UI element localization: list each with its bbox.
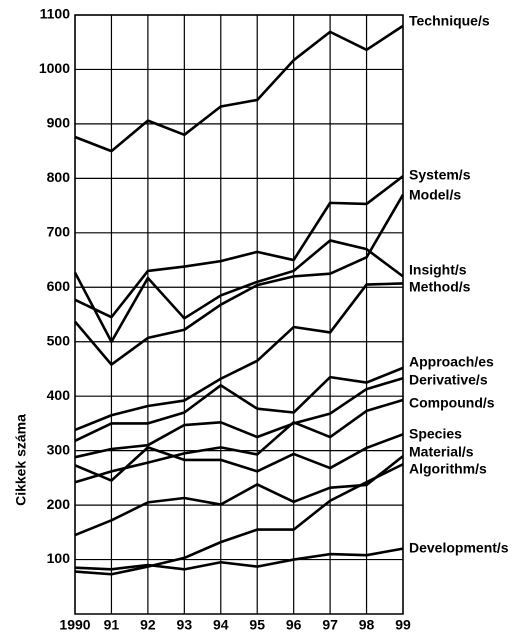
series-line [74, 194, 405, 366]
plot-frame [74, 14, 404, 615]
series-line [74, 433, 404, 482]
series-line [74, 547, 404, 571]
series-line [74, 175, 404, 319]
x-tick-label: 93 [177, 617, 193, 633]
y-tick-label: 300 [47, 441, 71, 457]
series-label: Material/s [409, 444, 474, 460]
series-label: Approach/es [409, 354, 494, 370]
y-tick-label: 700 [47, 224, 71, 240]
series-line [74, 24, 404, 153]
series-label: Species [409, 426, 462, 442]
y-tick-label: 1000 [39, 60, 70, 76]
y-tick-label: 500 [47, 332, 71, 348]
series-line [74, 376, 404, 459]
y-tick-label: 800 [47, 169, 71, 185]
x-tick-label: 1990 [59, 617, 90, 633]
series-label: Development/s [409, 540, 509, 556]
series-line [74, 463, 404, 576]
x-tick-label: 97 [322, 617, 338, 633]
series-label: Algorithm/s [409, 461, 487, 477]
x-tick-label: 96 [286, 617, 302, 633]
y-tick-label: 200 [47, 496, 71, 512]
y-tick-label: 1100 [40, 6, 71, 22]
series-label: Method/s [409, 279, 471, 295]
series-line [73, 239, 404, 344]
x-tick-label: 95 [249, 617, 265, 633]
series-label: Insight/s [409, 262, 467, 278]
series-line [74, 366, 404, 443]
series-label: System/s [409, 167, 471, 183]
y-axis-label: Cikkek száma [13, 414, 29, 506]
x-tick-label: 98 [359, 617, 375, 633]
y-tick-label: 600 [47, 278, 71, 294]
series-line [74, 282, 404, 432]
x-tick-label: 99 [395, 617, 411, 633]
series-label: Derivative/s [409, 372, 488, 388]
x-tick-label: 91 [104, 617, 120, 633]
series-label: Compound/s [409, 395, 495, 411]
x-tick-label: 92 [140, 617, 156, 633]
y-tick-label: 100 [47, 550, 71, 566]
series-label: Model/s [409, 187, 461, 203]
y-tick-label: 400 [47, 387, 71, 403]
series-label: Technique/s [409, 13, 490, 29]
y-tick-label: 900 [47, 115, 71, 131]
series-line [74, 398, 404, 484]
x-tick-label: 94 [213, 617, 229, 633]
series-line [74, 455, 404, 537]
